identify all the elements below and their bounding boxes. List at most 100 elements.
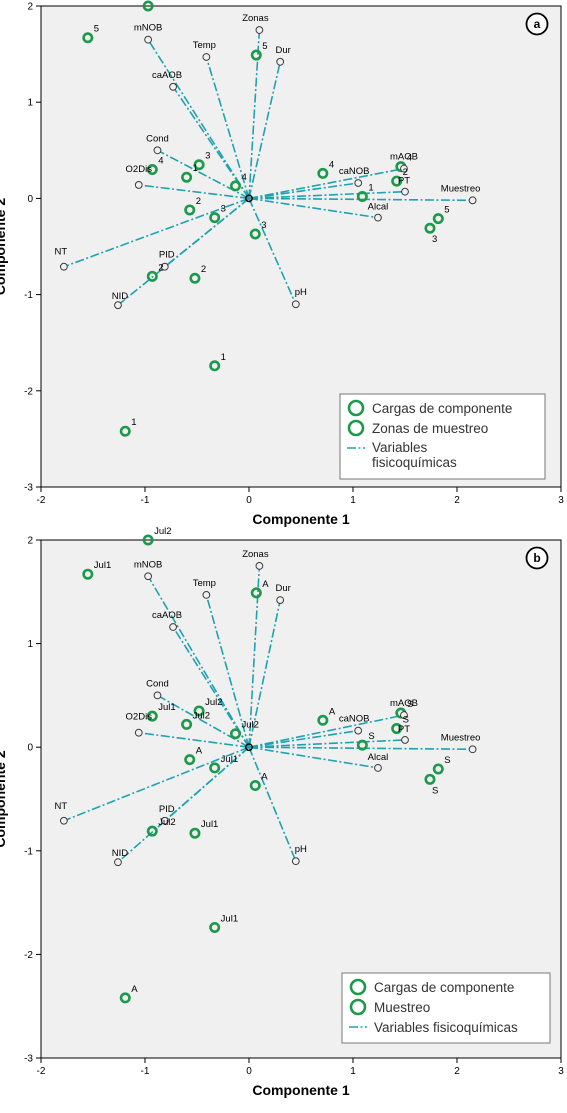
variable-point (160, 262, 169, 271)
sample-label: S (444, 755, 450, 766)
variable-point (144, 572, 153, 581)
sample-label: 3 (205, 151, 210, 162)
sample-point (142, 0, 154, 12)
variable-point (202, 53, 211, 61)
variable-vector (117, 197, 250, 306)
sample-point (391, 723, 403, 735)
x-tick-label: 3 (558, 495, 564, 506)
variable-point (400, 164, 408, 173)
sample-label: A (262, 579, 269, 590)
sample-label: 4 (158, 156, 163, 167)
biplot-panel-a: -2 -1 0 1 2 3 -3 -2 -1 0 1 2 Componente 1 Componente … (0, 0, 564, 527)
variable-point (374, 764, 382, 772)
x-axis-title: Componente 1 (252, 1082, 349, 1098)
variable-point (401, 736, 409, 744)
variable-point (169, 623, 177, 631)
variable-point (400, 711, 408, 719)
y-tick-label: 2 (27, 2, 33, 13)
sample-label: 5 (262, 41, 267, 52)
variable-label: NT (55, 247, 68, 258)
sample-point (181, 171, 193, 183)
legend-box (341, 972, 551, 1044)
x-tick-label: 0 (246, 495, 252, 506)
variable-vector (205, 594, 250, 748)
legend-marker-points (349, 998, 367, 1016)
sample-point (229, 728, 241, 740)
sample-label: Jul2 (158, 817, 175, 828)
sample-label: Jul1 (201, 819, 218, 830)
sample-point (146, 825, 158, 837)
sample-point (146, 710, 158, 722)
sample-label: 4 (241, 172, 246, 183)
variable-label: Temp (193, 40, 216, 51)
sample-label: 5 (94, 24, 99, 35)
sample-label: 2 (158, 262, 163, 273)
sample-point (184, 204, 196, 216)
x-tick-label: 2 (454, 1066, 460, 1077)
sample-label: 1 (221, 352, 226, 363)
variable-point (276, 57, 285, 66)
variable-vector (147, 39, 250, 199)
sample-label: 3 (221, 204, 226, 215)
x-tick-label: -2 (37, 495, 46, 506)
sample-label: S (432, 785, 438, 796)
x-tick-label: 1 (350, 495, 356, 506)
variable-vector (248, 198, 297, 305)
variable-label: Muestreo (441, 732, 481, 743)
x-tick-label: -1 (141, 1066, 150, 1077)
x-tick-label: 3 (558, 1066, 564, 1077)
variable-label: Temp (193, 578, 216, 589)
plot-area (40, 539, 562, 1059)
sample-point (189, 827, 201, 839)
variable-label: NID (112, 848, 129, 859)
sample-label: S (368, 731, 374, 742)
panel-badge (525, 12, 549, 36)
variable-label: Muestreo (441, 183, 481, 194)
variable-point (134, 181, 143, 189)
variable-label: PT (398, 176, 410, 187)
sample-label: 2 (201, 264, 206, 275)
variable-vector (248, 167, 405, 200)
sample-point (424, 222, 436, 234)
sample-label: 2 (403, 167, 408, 178)
variable-label: pH (295, 844, 307, 855)
sample-point (250, 587, 262, 599)
sample-label: A (196, 746, 203, 757)
variable-vector (63, 746, 250, 822)
legend-label: Variables fisicoquímicas (374, 1020, 518, 1035)
variable-label: PID (159, 804, 175, 815)
sample-point (209, 921, 221, 933)
sample-label: 5 (154, 0, 159, 3)
y-tick-label: -1 (24, 846, 33, 857)
variable-label: caNOB (339, 166, 370, 177)
variable-vector (248, 197, 473, 202)
variable-point (59, 262, 68, 271)
sample-label: S (407, 699, 413, 710)
variable-vector (248, 739, 406, 748)
sample-label: Jul1 (221, 754, 238, 765)
sample-label: Jul1 (221, 913, 238, 924)
sample-label: 4 (329, 159, 334, 170)
legend-label: Zonas de muestreo (372, 421, 488, 436)
legend-box (339, 393, 546, 480)
variable-label: Alcal (368, 202, 389, 213)
variable-point (153, 691, 162, 700)
sample-label: 1 (368, 182, 373, 193)
y-tick-label: 1 (27, 639, 33, 650)
y-axis-title: Componente 2 (0, 198, 8, 295)
sample-point (119, 992, 131, 1004)
variable-vector (248, 599, 281, 748)
sample-label: Jul2 (205, 697, 222, 708)
variable-label: caAOB (152, 70, 182, 81)
y-tick-label: 2 (27, 536, 33, 547)
y-tick-label: -1 (24, 290, 33, 301)
sample-point (193, 705, 205, 717)
variable-point (354, 726, 363, 735)
sample-label: Jul2 (193, 710, 210, 721)
x-tick-label: 1 (350, 1066, 356, 1077)
sample-point (249, 780, 261, 792)
variable-label: mAOB (390, 698, 418, 709)
legend-label: Cargas de componente (374, 980, 514, 995)
sample-point (146, 164, 158, 176)
legend-label: Variables fisicoquímicas (372, 440, 457, 470)
